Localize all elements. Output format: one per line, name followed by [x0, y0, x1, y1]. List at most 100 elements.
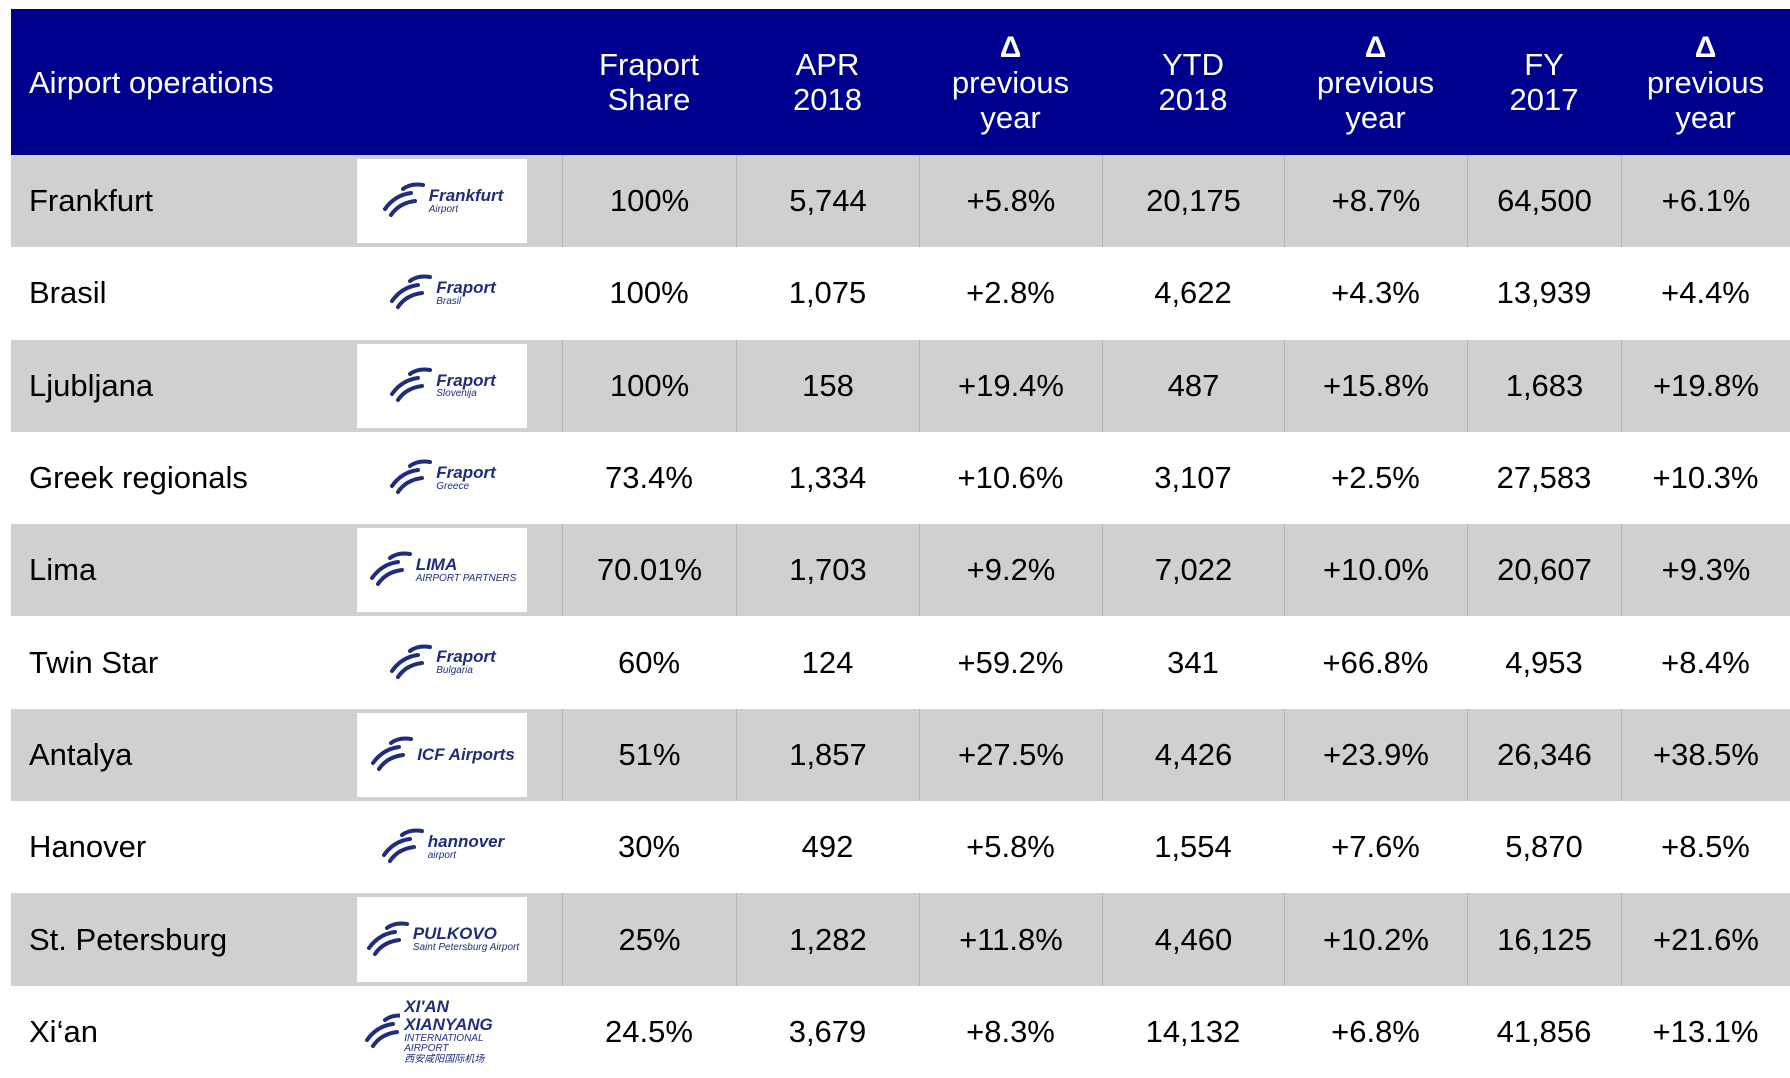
value-cell: +2.5%: [1331, 460, 1420, 496]
header-line: year: [1345, 99, 1406, 135]
value-cell: +2.8%: [966, 275, 1055, 311]
value-cell: 64,500: [1467, 155, 1621, 248]
value-cell: 1,857: [736, 708, 919, 802]
value-cell: 124: [801, 644, 854, 680]
airport-name: Ljubljana: [29, 367, 154, 403]
value-cell: +27.5%: [919, 708, 1102, 802]
header-line: year: [980, 99, 1041, 135]
table-row: St. Petersburg PULKOVO Saint Petersburg Ai…: [11, 893, 1790, 986]
value-cell: +10.2%: [1284, 893, 1467, 986]
logo-text: ICF Airports: [417, 746, 515, 764]
value-cell: +8.4%: [1661, 644, 1750, 680]
header-line: Δ: [1694, 30, 1717, 64]
value-cell: 4,426: [1102, 708, 1284, 802]
airport-logo: hannover airport: [357, 805, 527, 889]
airport-name: Brasil: [29, 275, 107, 311]
header-cell: Fraport Share: [562, 9, 736, 155]
value-cell: 13,939: [1496, 275, 1592, 311]
logo-line: Fraport: [436, 370, 496, 390]
header-line: 2017: [1509, 82, 1579, 117]
value-cell: 25%: [562, 893, 736, 986]
table-row: Xi‘an XI'AN XIANYANG INTERNATIONAL AIRPORT…: [11, 985, 1790, 1078]
logo-line: INTERNATIONAL AIRPORT: [404, 1032, 484, 1055]
logo-line: Greece: [436, 480, 470, 492]
value-cell: 3,679: [788, 1013, 867, 1049]
header-line: previous: [1316, 64, 1435, 100]
value-cell: +11.8%: [919, 893, 1102, 986]
value-cell: 24.5%: [605, 1013, 693, 1049]
header-line: previous: [1646, 64, 1765, 100]
value-cell: +5.8%: [919, 155, 1102, 248]
value-cell: +7.6%: [1331, 829, 1420, 865]
value-cell: 60%: [617, 644, 681, 680]
table-row: Frankfurt Frankfurt Airport 100% 5,744 +5.8% 2…: [11, 155, 1790, 248]
airport-logo: Fraport Slovenija: [357, 343, 527, 428]
logo-line: hannover: [427, 832, 505, 852]
logo-text: Fraport Greece: [436, 464, 496, 492]
header-line: FY: [1524, 47, 1564, 82]
logo-mark: [369, 551, 412, 587]
value-cell: 51%: [562, 708, 736, 802]
header-cell: FY 2017: [1467, 9, 1621, 155]
value-cell: +4.4%: [1661, 275, 1750, 311]
header-line: 2018: [793, 82, 862, 117]
logo-line: Saint Petersburg Airport: [412, 942, 520, 954]
logo-line: Airport: [428, 203, 459, 215]
value-cell: +8.3%: [966, 1013, 1055, 1049]
value-cell: 1,554: [1154, 829, 1232, 865]
logo-text: Fraport Brasil: [436, 279, 496, 307]
logo-line: ICF Airports: [417, 745, 515, 765]
header-line: previous: [951, 64, 1070, 100]
logo-line: Fraport: [436, 278, 496, 298]
airport-name: Twin Star: [29, 644, 159, 680]
value-cell: 4,953: [1505, 644, 1583, 680]
value-cell: +4.3%: [1331, 275, 1420, 311]
logo-line: airport: [427, 849, 457, 861]
header-line: Fraport: [599, 47, 699, 82]
value-cell: 1,683: [1467, 339, 1621, 432]
logo-mark: [381, 828, 424, 864]
airport-name: Greek regionals: [29, 460, 248, 496]
logo-text: Fraport Slovenija: [436, 370, 496, 400]
value-cell: 26,346: [1467, 708, 1621, 802]
logo-mark: [382, 182, 425, 218]
header-title: Airport operations: [29, 64, 274, 100]
logo-mark: [371, 736, 414, 771]
header-line: Δ: [1364, 30, 1387, 64]
logo-text: Frankfurt Airport: [429, 187, 504, 215]
value-cell: +8.5%: [1661, 829, 1750, 865]
logo-mark: [390, 644, 433, 679]
airport-logo: ICF Airports: [357, 712, 527, 798]
header-cell: YTD 2018: [1102, 9, 1284, 155]
header-line: YTD: [1162, 47, 1224, 82]
value-cell: +8.7%: [1284, 155, 1467, 248]
value-cell: 30%: [617, 829, 681, 865]
value-cell: 158: [736, 339, 919, 432]
logo-text: hannover airport: [428, 833, 505, 861]
header-line: year: [1675, 99, 1736, 135]
value-cell: 20,175: [1102, 155, 1284, 248]
value-cell: 100%: [562, 339, 736, 432]
value-cell: +13.1%: [1652, 1013, 1759, 1049]
logo-line: LIMA: [415, 555, 458, 575]
airport-logo: Frankfurt Airport: [357, 159, 527, 244]
airport-name: Xi‘an: [29, 1013, 98, 1049]
value-cell: +6.1%: [1621, 155, 1790, 248]
logo-mark: [390, 274, 433, 310]
header-cell: APR 2018: [736, 9, 919, 155]
value-cell: +5.8%: [966, 829, 1055, 865]
logo-line: XI'AN XIANYANG: [404, 997, 493, 1035]
value-cell: +23.9%: [1284, 708, 1467, 802]
value-cell: 487: [1102, 339, 1284, 432]
value-cell: 70.01%: [562, 524, 736, 617]
value-cell: +9.3%: [1621, 524, 1790, 617]
value-cell: 7,022: [1102, 524, 1284, 617]
airport-name: St. Petersburg: [29, 921, 228, 957]
value-cell: 100%: [609, 275, 689, 311]
logo-mark: [390, 459, 433, 495]
table-row: Hanover hannover airport 30% 492 +5.8% 1,554 +7…: [11, 801, 1790, 894]
value-cell: 1,282: [736, 893, 919, 986]
airport-logo: PULKOVO Saint Petersburg Airport: [357, 897, 527, 982]
logo-mark: [366, 921, 409, 956]
airport-name: Frankfurt: [29, 183, 154, 219]
